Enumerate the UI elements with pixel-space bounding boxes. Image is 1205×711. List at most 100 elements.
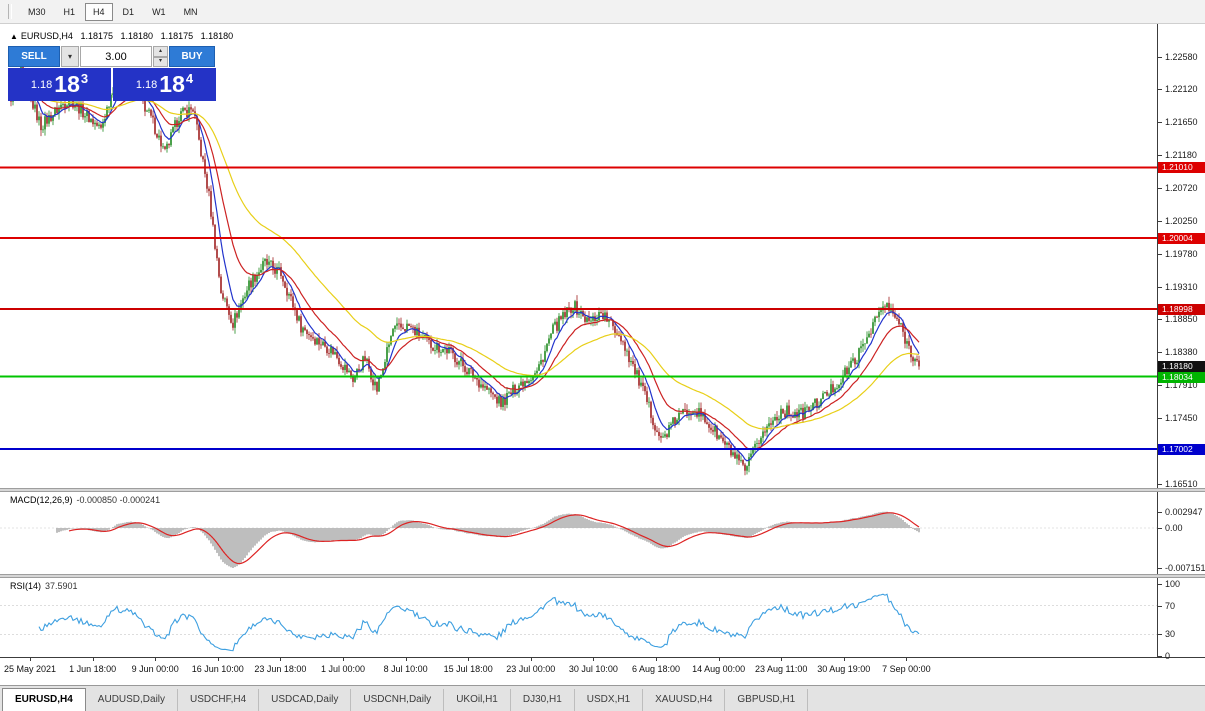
- candles-layer: [8, 64, 920, 476]
- sell-price-prefix: 1.18: [30, 78, 53, 91]
- scale-label: 0.002947: [1165, 506, 1203, 517]
- time-label: 30 Jul 10:00: [568, 664, 618, 674]
- lot-dropdown-button[interactable]: ▾: [61, 46, 79, 67]
- lot-size-input[interactable]: [80, 46, 152, 67]
- price-tag: 1.18180: [1158, 361, 1205, 373]
- scale-tick: [1158, 656, 1162, 657]
- tab-usdcad-daily[interactable]: USDCAD,Daily: [259, 689, 352, 711]
- scale-tick: [1158, 605, 1162, 607]
- tab-usdcnh-daily[interactable]: USDCNH,Daily: [351, 689, 445, 711]
- time-axis[interactable]: 25 May 2021 1 Jun 18:00 9 Jun 00:00 16 Jun …: [0, 657, 1205, 685]
- scale-label: 1.21180: [1165, 150, 1197, 161]
- lot-decrease-button[interactable]: ▾: [153, 56, 168, 67]
- tab-audusd-daily[interactable]: AUDUSD,Daily: [86, 689, 179, 711]
- scale-tick: [1158, 253, 1162, 255]
- scale-label: 1.21650: [1165, 117, 1198, 128]
- time-label: 9 Jun 00:00: [131, 664, 179, 674]
- time-label: 8 Jul 10:00: [383, 664, 428, 674]
- macd-values: -0.000850 -0.000241: [76, 495, 161, 505]
- scale-tick: [1158, 417, 1162, 419]
- lot-spinner: ▴ ▾: [153, 46, 168, 67]
- tab-ukoil-h1[interactable]: UKOil,H1: [444, 689, 511, 711]
- chart-symbol-period: EURUSD,H4: [20, 31, 73, 41]
- time-tick: [343, 658, 344, 661]
- time-tick: [530, 658, 532, 661]
- timeframe-w1-button[interactable]: W1: [144, 3, 174, 21]
- lot-increase-button[interactable]: ▴: [153, 46, 168, 57]
- pane-splitter-rsi[interactable]: [0, 574, 1205, 578]
- time-label: 1 Jun 18:00: [69, 664, 117, 674]
- scale-label: 1.17910: [1165, 380, 1198, 391]
- rsi-name: RSI(14): [10, 581, 42, 591]
- chart-tabs-bar: EURUSD,H4 AUDUSD,Daily USDCHF,H4 USDCAD,…: [0, 685, 1205, 711]
- tab-eurusd-h4[interactable]: EURUSD,H4: [2, 688, 86, 711]
- scale-tick: [1158, 584, 1162, 585]
- price-tag: 1.18998: [1158, 303, 1205, 315]
- rsi-pane-canvas[interactable]: [0, 578, 1158, 657]
- scale-tick: [1158, 528, 1162, 529]
- scale-label: 1.22580: [1165, 52, 1198, 63]
- timeframe-m30-button[interactable]: M30: [20, 3, 54, 21]
- buy-price-prefix: 1.18: [135, 78, 158, 91]
- scale-tick: [1158, 483, 1162, 485]
- sell-button[interactable]: SELL: [8, 46, 60, 67]
- time-label: 1 Jul 00:00: [320, 664, 366, 674]
- scale-tick: [1158, 155, 1162, 157]
- price-tag: 1.20004: [1158, 233, 1205, 245]
- tab-usdchf-h4[interactable]: USDCHF,H4: [178, 689, 260, 711]
- price-chart-canvas[interactable]: [0, 24, 1158, 488]
- buy-button[interactable]: BUY: [169, 46, 215, 67]
- horizontal-lines-layer: [0, 166, 1158, 451]
- chart-expand-icon[interactable]: ▲: [10, 32, 18, 41]
- scale-tick: [1158, 122, 1162, 124]
- macd-indicator-label: MACD(12,26,9) -0.000850 -0.000241: [10, 495, 160, 505]
- pane-splitter-macd[interactable]: [0, 488, 1205, 492]
- timeframe-h1-button[interactable]: H1: [56, 3, 84, 21]
- scale-label: 1.22120: [1165, 84, 1198, 95]
- chart-ohlc-header: ▲ EURUSD,H4 1.18175 1.18180 1.18175 1.181…: [10, 31, 238, 41]
- macd-pane-canvas[interactable]: [0, 492, 1158, 574]
- macd-name: MACD(12,26,9): [10, 495, 73, 505]
- scale-tick: [1158, 286, 1162, 288]
- tab-dj30-h1[interactable]: DJ30,H1: [511, 689, 575, 711]
- scale-label: -0.007151: [1165, 562, 1205, 573]
- scale-tick: [1158, 511, 1162, 513]
- scale-label: 30: [1165, 629, 1176, 640]
- time-label: 23 Jun 18:00: [254, 664, 307, 674]
- rsi-value: 37.5901: [45, 581, 78, 591]
- tab-gbpusd-h1[interactable]: GBPUSD,H1: [725, 689, 809, 711]
- scale-label: 1.19780: [1165, 248, 1198, 259]
- time-tick: [30, 658, 31, 661]
- time-label: 6 Aug 18:00: [631, 664, 681, 674]
- scale-tick: [1158, 89, 1162, 91]
- scale-tick: [1158, 634, 1162, 636]
- time-label: 23 Aug 11:00: [754, 664, 808, 674]
- sell-price-main: 18: [54, 71, 80, 97]
- chevron-down-icon: ▾: [67, 52, 72, 61]
- timeframe-mn-button[interactable]: MN: [176, 3, 206, 21]
- tab-usdx-h1[interactable]: USDX,H1: [575, 689, 644, 711]
- ohlc-close: 1.18180: [200, 31, 234, 41]
- time-label: 23 Jul 00:00: [506, 664, 556, 674]
- scale-label: 1.19310: [1165, 281, 1198, 292]
- buy-price-display[interactable]: 1.18 18 4: [113, 68, 216, 101]
- time-tick: [718, 658, 720, 661]
- scale-label: 70: [1165, 600, 1176, 611]
- ohlc-open: 1.18175: [80, 31, 113, 41]
- timeframe-d1-button[interactable]: D1: [115, 3, 143, 21]
- time-label: 14 Aug 00:00: [692, 664, 746, 674]
- price-tag: 1.17002: [1158, 444, 1205, 456]
- time-tick: [280, 658, 282, 661]
- scale-tick: [1158, 220, 1162, 222]
- ohlc-high: 1.18180: [120, 31, 154, 41]
- time-tick: [843, 658, 845, 661]
- sell-price-display[interactable]: 1.18 18 3: [8, 68, 111, 101]
- time-label: 15 Jul 18:00: [443, 664, 493, 674]
- rsi-indicator-label: RSI(14) 37.5901: [10, 581, 78, 591]
- toolbar-grip[interactable]: [8, 4, 12, 19]
- tab-xauusd-h4[interactable]: XAUUSD,H4: [643, 689, 726, 711]
- timeframe-h4-button[interactable]: H4: [85, 2, 113, 21]
- scale-label: 1.18380: [1165, 347, 1198, 358]
- price-scale[interactable]: 1.22580 1.22120 1.21650 1.21180 1.20720 1.202…: [1157, 24, 1205, 661]
